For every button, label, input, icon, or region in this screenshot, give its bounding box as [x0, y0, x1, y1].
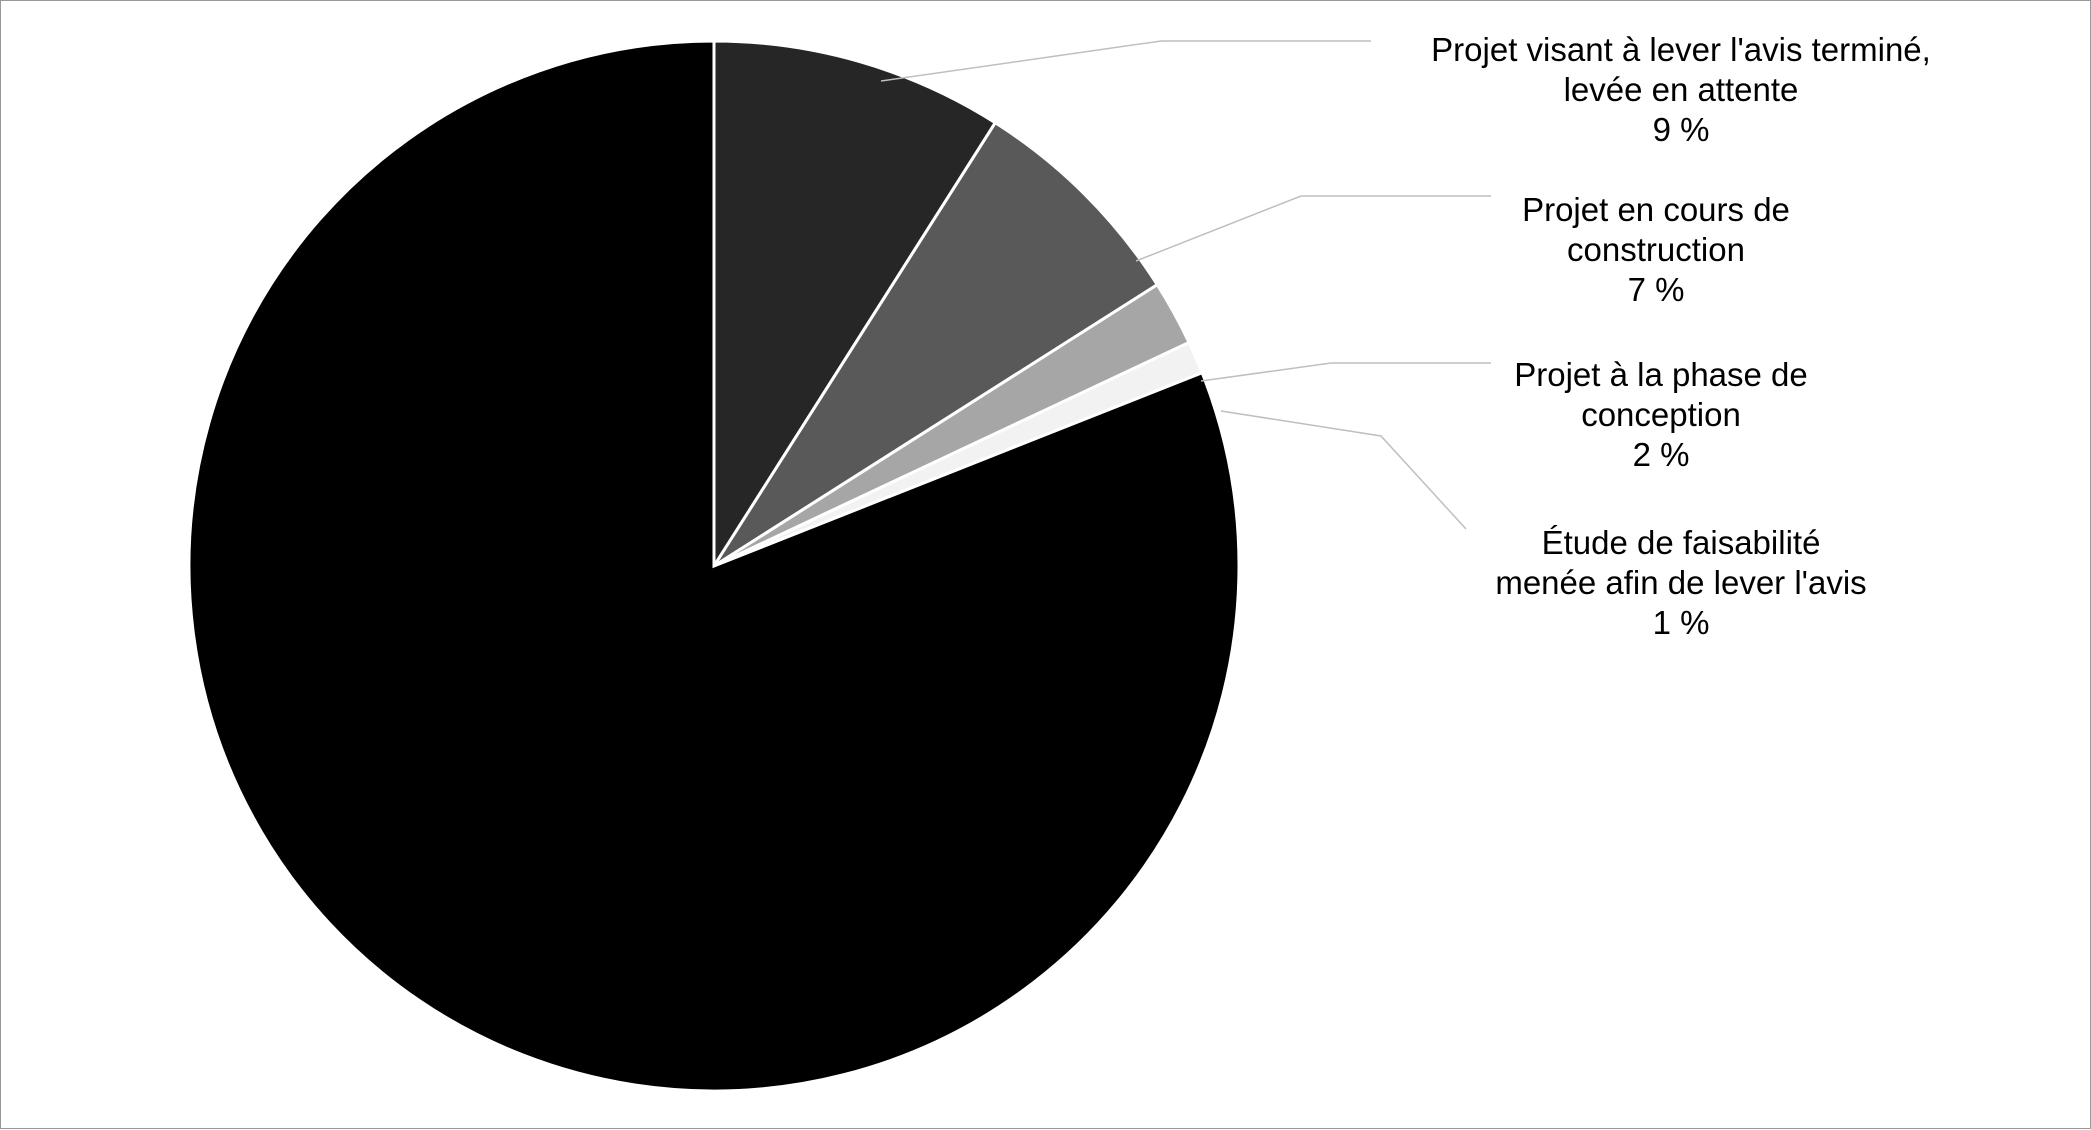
- label-line: 2 %: [1633, 436, 1690, 473]
- pie-chart-svg: Projet visant à lever l'avis terminé,lev…: [1, 1, 2091, 1130]
- leader-construction: [1136, 196, 1491, 261]
- label-construction: Projet en cours deconstruction7 %: [1522, 191, 1790, 308]
- label-line: conception: [1581, 396, 1741, 433]
- label-line: Projet visant à lever l'avis terminé,: [1431, 31, 1931, 68]
- leader-conception: [1201, 363, 1491, 381]
- label-line: menée afin de lever l'avis: [1495, 564, 1866, 601]
- label-conception: Projet à la phase deconception2 %: [1514, 356, 1808, 473]
- leader-termine: [881, 41, 1371, 81]
- label-faisabilite: Étude de faisabilitémenée afin de lever …: [1495, 524, 1866, 641]
- pie-chart-container: Projet visant à lever l'avis terminé,lev…: [0, 0, 2091, 1129]
- label-line: Étude de faisabilité: [1542, 524, 1821, 561]
- label-line: Projet à la phase de: [1514, 356, 1808, 393]
- leader-faisabilite: [1221, 411, 1466, 529]
- label-line: 1 %: [1653, 604, 1710, 641]
- label-line: levée en attente: [1564, 71, 1799, 108]
- label-line: construction: [1567, 231, 1745, 268]
- label-line: 9 %: [1653, 111, 1710, 148]
- label-line: Projet en cours de: [1522, 191, 1790, 228]
- label-termine: Projet visant à lever l'avis terminé,lev…: [1431, 31, 1931, 148]
- label-line: Avis levé: [280, 656, 411, 693]
- label-line: 7 %: [1628, 271, 1685, 308]
- label-line: 81 %: [308, 696, 383, 733]
